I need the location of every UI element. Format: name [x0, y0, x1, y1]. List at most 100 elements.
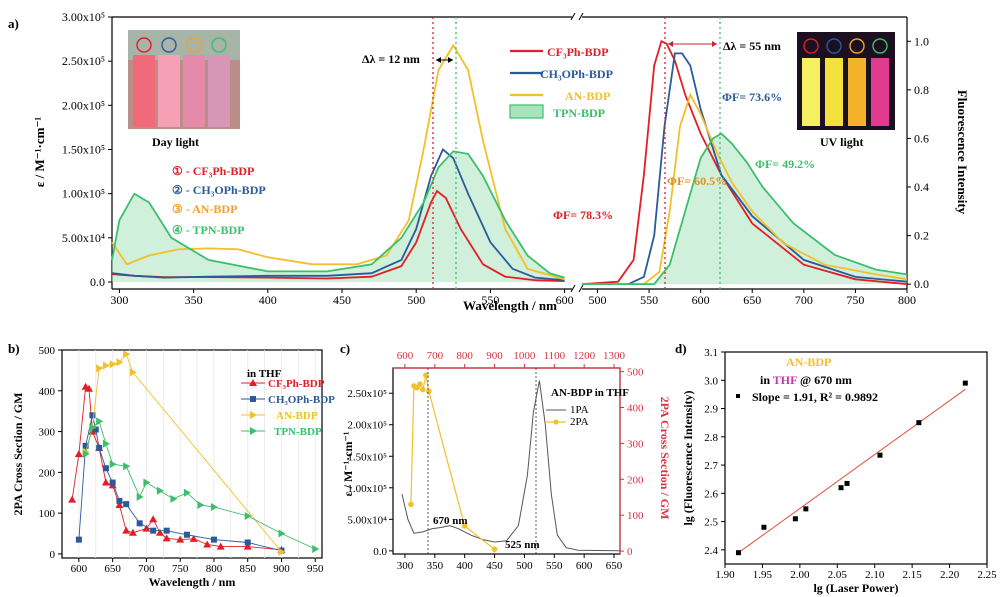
b-point-3-5	[123, 462, 131, 471]
d-xtick-label-5: 2.15	[903, 569, 923, 581]
panel-b-xlabel: Wavelength / nm	[149, 575, 236, 589]
b-ytick-label-4: 400	[39, 386, 56, 398]
b-point-3-6	[136, 492, 144, 501]
a-xtick-label-left-0: 300	[110, 293, 128, 307]
c-ytick-label-right-1: 100	[627, 510, 644, 522]
a-ytick-label-right-0: 0.0	[914, 277, 929, 291]
d-ytick-label-7: 3.1	[704, 347, 718, 359]
b-point-2-8	[278, 547, 286, 556]
c-xtick-label-top-2: 800	[456, 350, 473, 362]
a-xtick-label-right-4: 700	[795, 293, 813, 307]
c-point-2pa-5	[423, 372, 429, 378]
d-ytick-label-2: 2.6	[704, 488, 718, 500]
panel-d-ylabel: lg (Fluorescence Intensity)	[681, 390, 695, 525]
b-point-0-0	[68, 495, 77, 503]
b-ytick-label-5: 500	[39, 345, 56, 357]
c-point-2pa-8	[491, 546, 498, 553]
b-series-line-3	[85, 420, 316, 550]
legend-b-ch3o: CH₃OPh-BDP	[268, 394, 335, 406]
b-xtick-label-5: 850	[239, 563, 256, 575]
b-point-1-7	[116, 497, 123, 504]
c-point-2pa-7	[461, 523, 468, 529]
abs-fill-tpn	[112, 151, 565, 282]
b-point-3-15	[312, 545, 320, 554]
b-ytick-label-0: 0	[50, 549, 56, 561]
c-xtick-label-bottom-1: 350	[427, 560, 444, 572]
d-xtick-label-0: 1.90	[715, 569, 735, 581]
c-ytick-label-left-5: 2.50x10⁵	[347, 388, 387, 400]
em-line-ch3oph-bdp	[582, 52, 908, 286]
legend-swatch-tpn	[509, 104, 544, 119]
a-xtick-label-left-1: 350	[185, 293, 203, 307]
a-xtick-label-right-1: 550	[640, 293, 658, 307]
legend-cf3: CF₃Ph-BDP	[547, 45, 609, 59]
a-ytick-label-left-3: 1.50x10⁵	[62, 143, 105, 157]
b-point-3-13	[244, 511, 252, 520]
b-point-0-12	[149, 515, 158, 523]
panel-d-label: d)	[675, 341, 687, 356]
d-xtick-label-3: 2.05	[828, 569, 848, 581]
a-xtick-label-left-2: 400	[259, 293, 277, 307]
panel-d-subtitle: in THF @ 670 nm	[760, 373, 852, 387]
sample-1: ① - CF₃Ph-BDP	[172, 164, 254, 178]
day-light-caption: Day light	[152, 135, 199, 149]
panel-c-legend: 1PA 2PA	[546, 404, 589, 428]
b-point-0-16	[189, 534, 198, 542]
c-xtick-label-bottom-4: 500	[516, 560, 533, 572]
b-point-0-9	[122, 526, 131, 534]
d-ytick-label-6: 3.0	[704, 375, 718, 387]
b-point-1-4	[96, 444, 103, 451]
a-xtick-label-right-2: 600	[692, 293, 710, 307]
b-point-0-3	[85, 384, 94, 392]
c-ytick-label-left-2: 1.00x10⁵	[347, 483, 387, 495]
d-ytick-label-5: 2.9	[704, 404, 718, 416]
legend-b-marker-an	[250, 411, 257, 419]
d-ytick-label-3: 2.7	[704, 460, 718, 472]
panel-a-legend: CF₃Ph-BDP CH₃OPh-BDP AN-BDP TPN-BDP	[509, 45, 613, 120]
uv-light-photo	[797, 32, 895, 130]
a-xtick-label-right-6: 800	[898, 293, 916, 307]
panel-d-subtitle-thf: THF	[773, 373, 797, 387]
c-xtick-label-top-6: 1200	[573, 350, 596, 362]
panel-b-grid	[78, 350, 316, 558]
panel-d-series	[735, 380, 968, 556]
b-point-0-11	[142, 524, 151, 532]
a-ytick-label-left-0: 0.0	[90, 275, 105, 289]
b-point-0-19	[243, 542, 252, 550]
b-xtick-label-1: 650	[104, 563, 121, 575]
b-xtick-label-7: 950	[307, 563, 324, 575]
phi-cf3: ΦF= 78.3%	[553, 208, 613, 222]
abs-line-ch3oph-bdp	[111, 148, 565, 282]
panel-b-ylabel: 2PA Cross Section / GM	[11, 393, 25, 516]
b-point-1-14	[244, 539, 251, 546]
b-xtick-label-6: 900	[273, 563, 290, 575]
panel-b-legend-title: in THF	[247, 368, 282, 380]
d-ytick-label-0: 2.4	[704, 545, 718, 557]
a-xtick-label-right-5: 750	[846, 293, 864, 307]
panel-a-label: a)	[8, 16, 19, 31]
d-xtick-label-1: 1.95	[753, 569, 773, 581]
b-point-1-0	[75, 536, 82, 543]
panel-b-series	[68, 350, 320, 556]
d-point-5	[844, 480, 850, 486]
a-xtick-label-left-6: 600	[556, 293, 574, 307]
c-xtick-label-bottom-3: 450	[486, 560, 503, 572]
b-point-1-10	[150, 527, 157, 534]
em-line-cf3ph-bdp	[581, 40, 908, 285]
d-point-6	[877, 452, 883, 458]
c-ytick-label-left-4: 2.00x10⁵	[347, 420, 387, 432]
c-ytick-label-right-0: 0	[627, 546, 633, 558]
panel-d-frame	[724, 351, 988, 565]
panel-c-peak-2pa-label: 670 nm	[433, 515, 468, 527]
b-point-0-4	[88, 427, 97, 435]
d-point-7	[916, 420, 922, 426]
b-point-2-5	[116, 358, 124, 367]
sample-4: ④ - TPN-BDP	[172, 223, 245, 237]
b-point-2-6	[123, 350, 131, 359]
phi-an: ΦF= 60.5%	[667, 174, 727, 188]
b-xtick-label-2: 700	[138, 563, 155, 575]
d-point-2	[792, 516, 798, 522]
c-point-2pa-4	[420, 386, 426, 393]
a-ytick-label-left-4: 2.00x10⁵	[62, 98, 105, 112]
